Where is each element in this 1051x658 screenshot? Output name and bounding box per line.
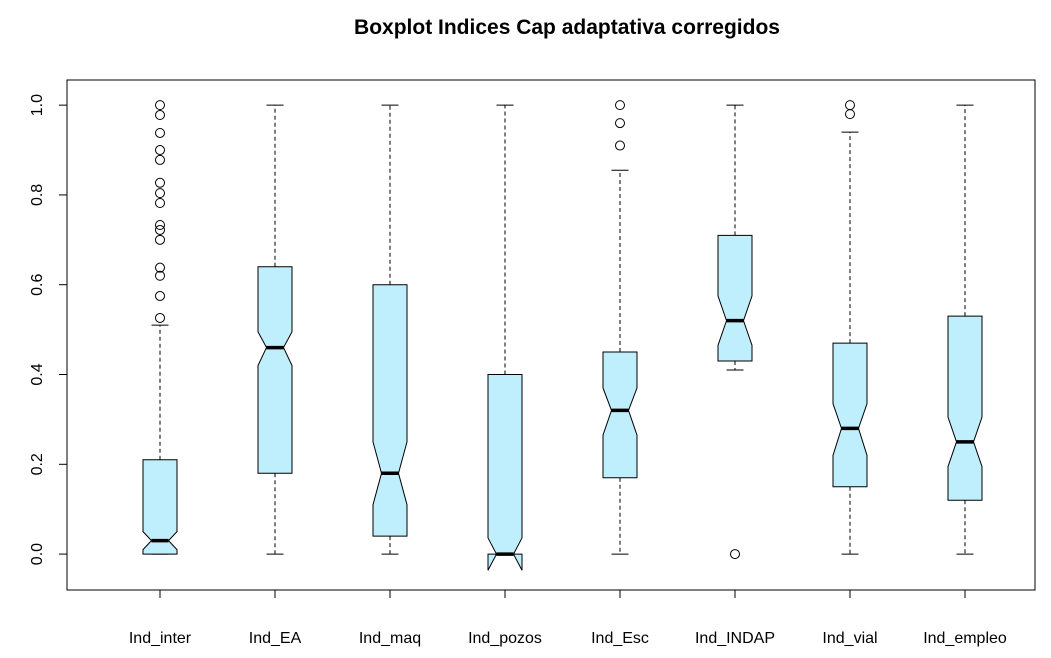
y-tick-label: 0.8: [29, 184, 46, 206]
outlier: [155, 234, 165, 245]
y-tick-label: 1.0: [29, 94, 46, 116]
box: [372, 284, 408, 537]
y-tick-label: 0.4: [29, 363, 46, 385]
x-tick-label: Ind_pozos: [468, 630, 542, 647]
outlier: [845, 100, 855, 111]
outlier: [155, 224, 165, 235]
box: [832, 342, 868, 488]
x-tick-label: Ind_empleo: [923, 630, 1007, 647]
outlier: [845, 109, 855, 120]
y-tick-label: 0.2: [29, 453, 46, 475]
y-tick-label: 0.0: [29, 543, 46, 565]
box: [487, 374, 523, 571]
outlier: [155, 188, 165, 199]
plot-frame: [66, 79, 1036, 591]
x-tick-label: Ind_Esc: [591, 630, 649, 647]
outlier: [155, 290, 165, 301]
outlier: [155, 154, 165, 165]
box: [142, 459, 178, 555]
outlier: [615, 118, 625, 129]
x-tick-label: Ind_EA: [249, 630, 302, 647]
outlier: [155, 270, 165, 281]
outlier: [155, 110, 165, 121]
outlier: [155, 198, 165, 209]
box: [947, 315, 983, 501]
outlier: [615, 100, 625, 111]
x-tick-label: Ind_INDAP: [695, 630, 775, 647]
outlier: [155, 145, 165, 156]
x-tick-label: Ind_maq: [359, 630, 421, 647]
x-tick-label: Ind_vial: [822, 630, 877, 647]
outlier: [155, 312, 165, 323]
outlier: [155, 100, 165, 111]
outlier: [730, 549, 740, 560]
box: [257, 266, 293, 474]
box: [717, 234, 753, 362]
x-tick-label: Ind_inter: [129, 630, 192, 647]
y-tick-label: 0.6: [29, 273, 46, 295]
chart-title: Boxplot Indices Cap adaptativa corregido…: [354, 16, 780, 39]
outlier: [155, 127, 165, 138]
outlier: [615, 140, 625, 151]
outlier: [155, 220, 165, 231]
outlier: [155, 177, 165, 188]
outlier: [155, 262, 165, 273]
box: [602, 351, 638, 479]
